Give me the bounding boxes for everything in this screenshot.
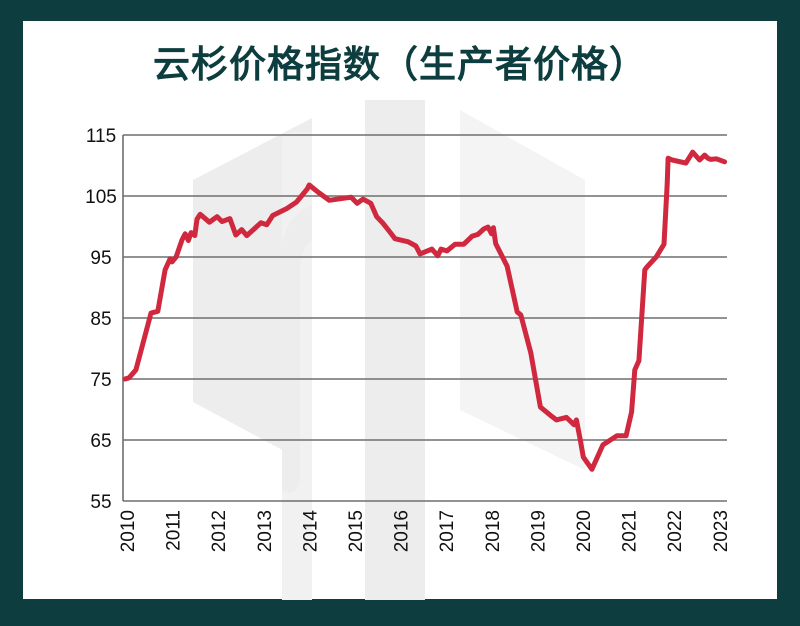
- x-tick-label: 2017: [437, 510, 458, 552]
- x-tick-label: 2023: [711, 510, 732, 552]
- x-tick-label: 2019: [528, 510, 549, 552]
- x-tick-label: 2018: [483, 510, 504, 552]
- y-tick-label: 55: [90, 492, 111, 513]
- x-tick-label: 2020: [574, 510, 595, 552]
- x-tick-label: 2013: [255, 510, 276, 552]
- x-tick-label: 2014: [300, 510, 321, 553]
- watermark-logo: [193, 100, 585, 600]
- x-tick-label: 2021: [620, 510, 641, 552]
- price-index-line: [122, 149, 728, 472]
- y-tick-label: 105: [85, 187, 117, 208]
- gridlines: [123, 134, 727, 502]
- y-tick-label: 75: [90, 370, 111, 391]
- data-series: [122, 149, 728, 472]
- y-tick-label: 85: [90, 309, 111, 330]
- y-tick-label: 95: [90, 248, 111, 269]
- y-tick-label: 115: [86, 126, 116, 147]
- x-tick-label: 2012: [209, 510, 230, 552]
- x-tick-label: 2010: [118, 510, 139, 552]
- y-tick-label: 65: [90, 431, 111, 452]
- x-tick-label: 2015: [346, 510, 367, 552]
- chart-title: 云杉价格指数（生产者价格）: [153, 43, 647, 86]
- x-tick-label: 2011: [164, 510, 185, 551]
- x-tick-label: 2016: [392, 510, 413, 552]
- x-tick-label: 2022: [665, 510, 686, 552]
- x-axis-labels: 2010 2011 2012 2013 2014 2015 2016 2017 2018 2019…: [118, 510, 732, 553]
- y-axis-labels: 55 65 75 85 95 105 115: [85, 126, 117, 513]
